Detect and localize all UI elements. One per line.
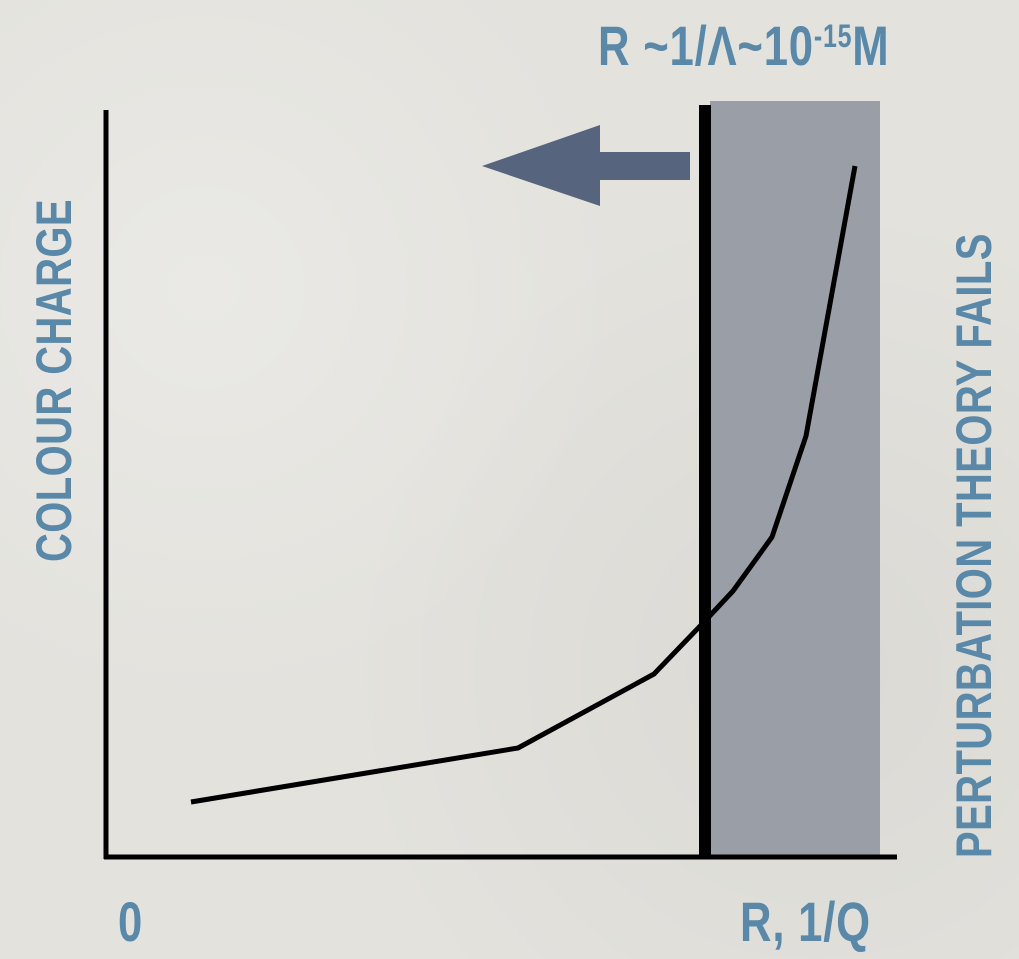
top-label-prefix: R ~1/Λ~10 <box>598 14 814 77</box>
top-scale-label: R ~1/Λ~10-15M <box>598 14 889 86</box>
colour-charge-curve <box>190 165 858 805</box>
x-axis-label: R, 1/Q <box>740 890 871 953</box>
top-label-exponent: -15 <box>813 18 853 54</box>
nonperturbative-region <box>710 101 880 857</box>
y-axis-label: COLOUR CHARGE <box>26 199 82 562</box>
origin-label: 0 <box>118 890 144 953</box>
top-label-suffix: M <box>852 14 890 77</box>
left-arrow-icon <box>482 125 690 206</box>
region-label: PERTURBATION THEORY FAILS <box>946 233 1002 858</box>
